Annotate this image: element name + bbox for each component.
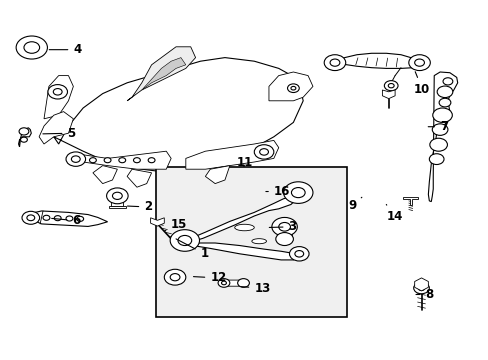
Text: 5: 5	[43, 127, 76, 140]
Circle shape	[290, 86, 295, 90]
Circle shape	[259, 149, 268, 155]
Circle shape	[436, 86, 452, 98]
Text: 6: 6	[52, 214, 81, 227]
Polygon shape	[150, 218, 164, 226]
Polygon shape	[49, 58, 303, 173]
Text: 2: 2	[127, 201, 152, 213]
Circle shape	[53, 89, 62, 95]
Polygon shape	[414, 278, 427, 291]
Circle shape	[442, 78, 452, 85]
Circle shape	[66, 216, 73, 221]
Circle shape	[428, 154, 443, 165]
Text: 4: 4	[49, 43, 81, 56]
Polygon shape	[127, 169, 151, 187]
Text: 8: 8	[415, 288, 433, 301]
Circle shape	[66, 152, 85, 166]
Circle shape	[16, 36, 47, 59]
Circle shape	[291, 188, 305, 198]
Circle shape	[178, 235, 191, 246]
Circle shape	[278, 222, 290, 231]
Text: 11: 11	[237, 156, 253, 169]
Circle shape	[112, 192, 122, 199]
Circle shape	[71, 156, 80, 162]
Polygon shape	[403, 197, 417, 205]
Text: 1: 1	[176, 239, 208, 260]
Circle shape	[271, 217, 297, 236]
Circle shape	[27, 215, 35, 221]
Circle shape	[170, 274, 180, 281]
Circle shape	[417, 285, 424, 291]
Circle shape	[22, 211, 40, 224]
Ellipse shape	[251, 239, 266, 244]
Text: 3: 3	[269, 220, 296, 233]
Circle shape	[384, 81, 397, 91]
Circle shape	[104, 158, 111, 163]
Polygon shape	[334, 53, 417, 68]
Circle shape	[106, 188, 128, 204]
Circle shape	[294, 251, 303, 257]
Text: 7: 7	[427, 120, 447, 133]
Bar	[156, 167, 346, 317]
Text: 12: 12	[193, 271, 226, 284]
Polygon shape	[185, 140, 278, 169]
Text: 9: 9	[347, 197, 361, 212]
Text: 10: 10	[413, 72, 429, 96]
Circle shape	[24, 42, 40, 53]
Circle shape	[438, 98, 450, 107]
Circle shape	[148, 158, 155, 163]
Circle shape	[20, 137, 27, 142]
Polygon shape	[268, 72, 312, 101]
Circle shape	[275, 233, 293, 246]
Polygon shape	[188, 243, 298, 260]
Text: 13: 13	[241, 282, 270, 294]
Polygon shape	[427, 72, 457, 202]
Circle shape	[324, 55, 345, 71]
Circle shape	[414, 59, 424, 66]
Polygon shape	[108, 206, 126, 208]
Circle shape	[19, 128, 29, 135]
Polygon shape	[142, 58, 185, 90]
Polygon shape	[205, 166, 229, 184]
Text: 16: 16	[265, 185, 289, 198]
Circle shape	[218, 279, 229, 287]
Circle shape	[408, 55, 429, 71]
Circle shape	[283, 182, 312, 203]
Polygon shape	[44, 76, 73, 119]
Circle shape	[254, 145, 273, 159]
Polygon shape	[277, 227, 291, 239]
Polygon shape	[93, 166, 117, 184]
Circle shape	[77, 216, 83, 221]
Text: 14: 14	[386, 204, 402, 223]
Polygon shape	[382, 90, 394, 99]
Polygon shape	[224, 280, 245, 286]
Polygon shape	[127, 47, 195, 101]
Circle shape	[43, 215, 50, 220]
Circle shape	[429, 138, 447, 151]
Circle shape	[329, 59, 339, 66]
Polygon shape	[27, 211, 107, 226]
Circle shape	[119, 158, 125, 163]
Text: 15: 15	[164, 218, 187, 231]
Circle shape	[221, 281, 226, 285]
Polygon shape	[68, 151, 171, 169]
Circle shape	[387, 84, 393, 88]
Circle shape	[164, 269, 185, 285]
Polygon shape	[111, 197, 123, 206]
Ellipse shape	[234, 224, 254, 231]
Circle shape	[48, 85, 67, 99]
Polygon shape	[39, 112, 73, 144]
Circle shape	[431, 124, 447, 135]
Circle shape	[413, 282, 428, 294]
Circle shape	[133, 158, 140, 163]
Circle shape	[54, 216, 61, 221]
Circle shape	[170, 230, 199, 251]
Circle shape	[432, 108, 451, 122]
Polygon shape	[185, 194, 298, 243]
Polygon shape	[19, 128, 31, 147]
Circle shape	[89, 158, 96, 163]
Circle shape	[287, 84, 299, 93]
Circle shape	[289, 247, 308, 261]
Circle shape	[237, 279, 249, 287]
